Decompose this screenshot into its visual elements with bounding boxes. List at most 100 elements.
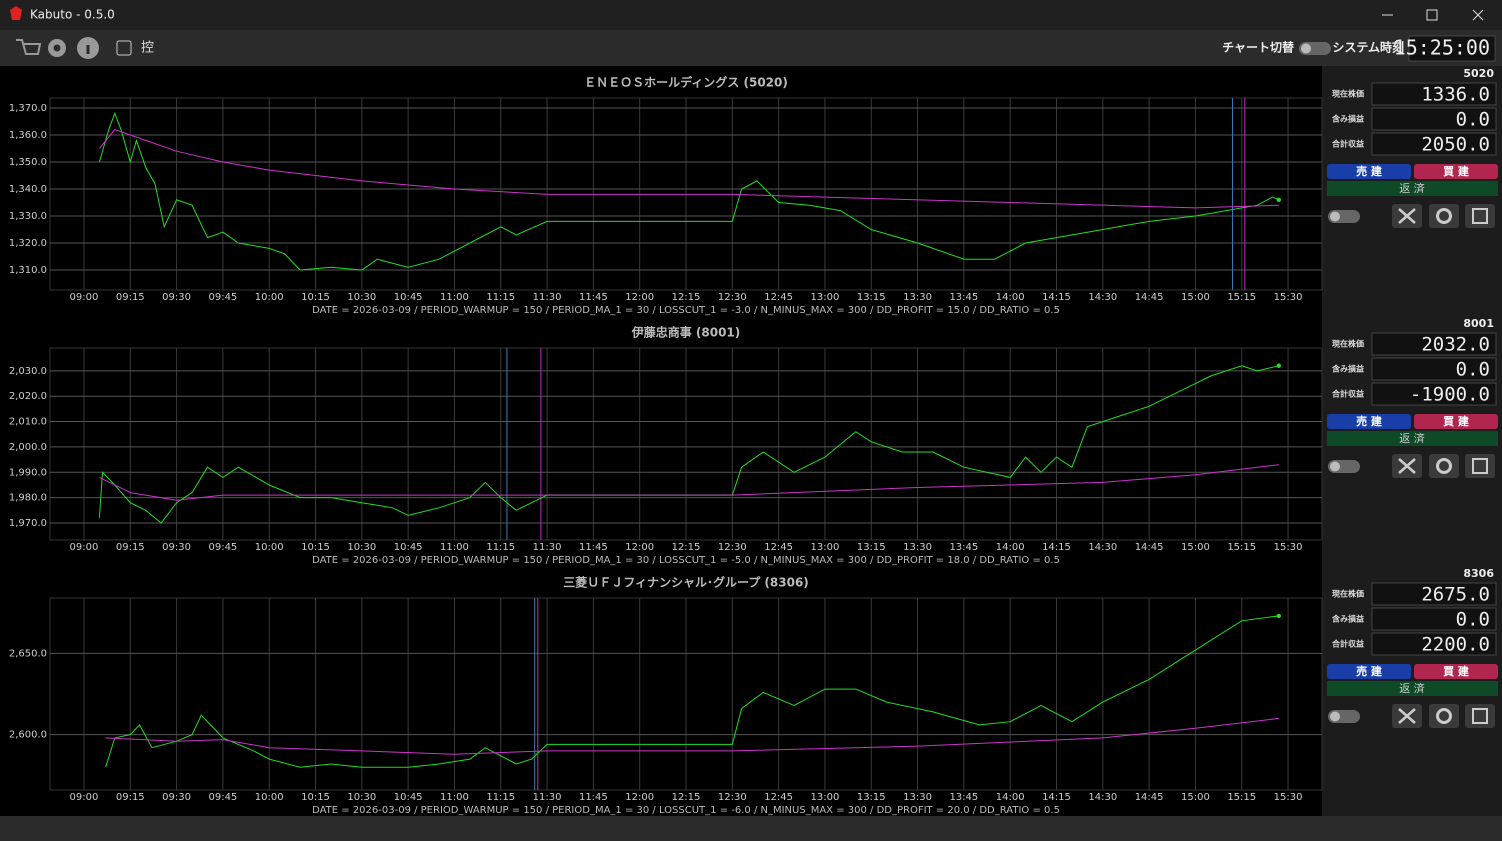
checkbox-label: 控 <box>141 41 154 56</box>
field-value: -1900.0 <box>1410 384 1490 406</box>
x-tick-label: 14:15 <box>1042 792 1071 803</box>
x-tick-label: 15:30 <box>1274 542 1303 553</box>
x-tick-label: 11:30 <box>533 792 562 803</box>
x-tick-label: 13:15 <box>857 542 886 553</box>
settings-button[interactable] <box>1429 204 1459 228</box>
field-label: 含み損益 <box>1332 614 1364 624</box>
chart-title: 伊藤忠商事 (8001) <box>631 325 741 340</box>
y-tick-label: 2,600.0 <box>9 730 47 741</box>
sell-button[interactable] <box>1327 414 1411 429</box>
buy-button[interactable] <box>1414 664 1498 679</box>
settings-button[interactable] <box>1429 704 1459 728</box>
app-icon <box>10 6 22 20</box>
save-button[interactable] <box>1465 204 1495 228</box>
field-value: 2032.0 <box>1421 334 1490 356</box>
title-bar <box>0 0 1502 30</box>
cart-icon[interactable] <box>16 39 42 55</box>
stock-code: 8001 <box>1463 317 1494 330</box>
x-tick-label: 11:15 <box>486 542 515 553</box>
stock-code: 5020 <box>1463 67 1494 80</box>
close-button[interactable] <box>1327 681 1498 696</box>
sell-button-label: 売 建 <box>1356 414 1383 428</box>
field-value: 0.0 <box>1456 609 1490 631</box>
save-icon <box>1472 208 1488 224</box>
field-value: 0.0 <box>1456 109 1490 131</box>
close-button[interactable] <box>1327 181 1498 196</box>
switch-label: チャート切替 <box>1222 40 1295 55</box>
tool-icon <box>1398 458 1416 474</box>
x-tick-label: 11:45 <box>579 542 608 553</box>
switch-knob <box>1301 43 1311 54</box>
series-line <box>99 129 1279 209</box>
close-button-label: 返 済 <box>1399 681 1425 695</box>
x-tick-label: 09:15 <box>116 292 145 303</box>
lcd-box <box>1371 357 1497 381</box>
x-tick-label: 14:15 <box>1042 292 1071 303</box>
sell-button[interactable] <box>1327 164 1411 179</box>
gear-icon <box>1436 208 1452 224</box>
x-tick-label: 13:30 <box>903 792 932 803</box>
x-tick-label: 11:00 <box>440 792 469 803</box>
y-tick-label: 2,020.0 <box>9 391 47 402</box>
last-point <box>1276 363 1281 368</box>
lcd-box <box>1371 107 1497 131</box>
close-button-label: 返 済 <box>1399 181 1425 195</box>
save-button[interactable] <box>1465 454 1495 478</box>
sell-button[interactable] <box>1327 664 1411 679</box>
stock-code: 8306 <box>1463 567 1494 580</box>
status-bar <box>0 816 1502 841</box>
toolbar <box>0 30 1502 66</box>
chart-title: 三菱ＵＦＪフィナンシャル･グループ (8306) <box>563 575 809 590</box>
x-tick-label: 15:15 <box>1227 792 1256 803</box>
x-tick-label: 12:45 <box>764 542 793 553</box>
field-value: 2200.0 <box>1421 634 1490 656</box>
x-tick-label: 13:00 <box>811 792 840 803</box>
x-tick-label: 13:00 <box>811 292 840 303</box>
x-tick-label: 10:15 <box>301 542 330 553</box>
x-tick-label: 12:00 <box>625 792 654 803</box>
x-tick-label: 14:30 <box>1088 792 1117 803</box>
settings-button[interactable] <box>1429 454 1459 478</box>
toggle-knob <box>1330 461 1340 472</box>
x-tick-label: 10:45 <box>394 542 423 553</box>
x-tick-label: 14:00 <box>996 292 1025 303</box>
gear-icon <box>1436 458 1452 474</box>
buy-button[interactable] <box>1414 414 1498 429</box>
x-tick-label: 12:00 <box>625 292 654 303</box>
close-button-label: 返 済 <box>1399 431 1425 445</box>
checkbox[interactable] <box>116 40 132 56</box>
lcd-box <box>1371 332 1497 356</box>
x-tick-label: 09:15 <box>116 542 145 553</box>
buy-button[interactable] <box>1414 164 1498 179</box>
field-value: 2050.0 <box>1421 134 1490 156</box>
last-point <box>1276 613 1281 619</box>
y-tick-label: 1,360.0 <box>9 130 47 141</box>
x-tick-label: 15:30 <box>1274 792 1303 803</box>
x-tick-label: 11:15 <box>486 792 515 803</box>
x-tick-label: 13:45 <box>949 292 978 303</box>
y-tick-label: 2,010.0 <box>9 417 47 428</box>
close-button[interactable] <box>1327 431 1498 446</box>
settings-icon-hole <box>53 44 61 52</box>
x-tick-label: 11:00 <box>440 542 469 553</box>
x-tick-label: 14:30 <box>1088 292 1117 303</box>
save-button[interactable] <box>1465 704 1495 728</box>
y-tick-label: 1,340.0 <box>9 184 47 195</box>
maximize-button[interactable] <box>1426 9 1438 21</box>
field-label: 合計収益 <box>1331 639 1364 649</box>
x-tick-label: 12:45 <box>764 792 793 803</box>
x-tick-label: 12:30 <box>718 792 747 803</box>
x-tick-label: 11:30 <box>533 292 562 303</box>
y-tick-label: 1,320.0 <box>9 238 47 249</box>
x-tick-label: 13:30 <box>903 542 932 553</box>
x-tick-label: 09:00 <box>70 292 99 303</box>
field-value: 1336.0 <box>1421 84 1490 106</box>
y-tick-label: 1,970.0 <box>9 518 47 529</box>
x-tick-label: 10:00 <box>255 792 284 803</box>
y-tick-label: 1,990.0 <box>9 467 47 478</box>
close-button[interactable] <box>1472 9 1484 21</box>
x-tick-label: 10:30 <box>347 792 376 803</box>
x-tick-label: 10:45 <box>394 792 423 803</box>
lcd-box <box>1371 632 1497 656</box>
x-tick-label: 11:15 <box>486 292 515 303</box>
